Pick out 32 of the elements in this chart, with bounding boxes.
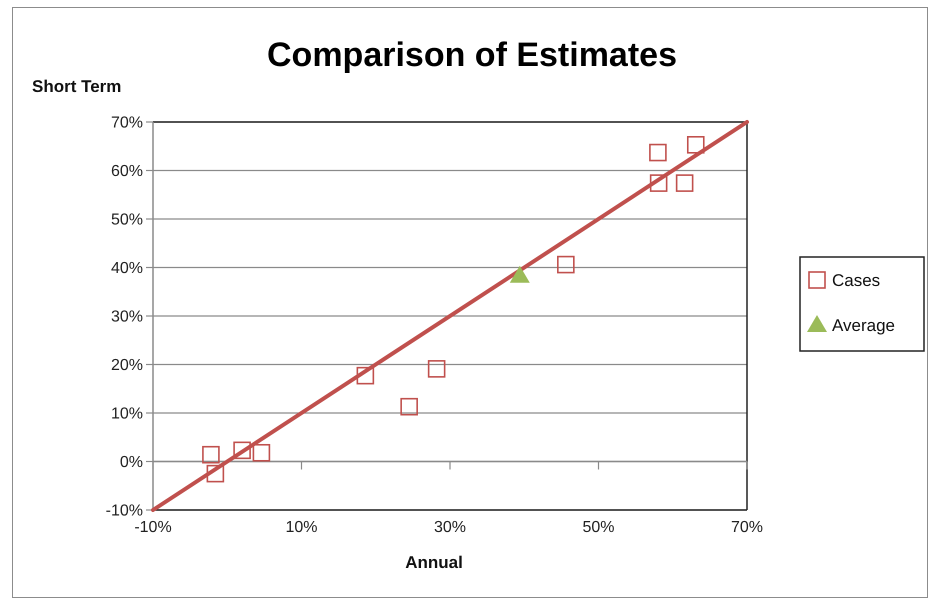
point (650, 174, 668, 192)
x-tick-label: 70% (730, 519, 764, 536)
point (686, 136, 705, 154)
x-tick-label: 30% (434, 519, 466, 536)
y-tick-label: 30% (110, 308, 143, 326)
y-tick-label: 20% (110, 357, 143, 374)
legend-label: Cases (832, 270, 880, 290)
x-axis-title: Annual (405, 553, 463, 572)
point (510, 266, 530, 283)
y-tick-label: 50% (110, 212, 143, 229)
y-tick-label: 40% (110, 260, 143, 278)
y-axis-title: Short Term (32, 77, 122, 96)
y-tick-label: 10% (110, 406, 143, 423)
legend-label: Average (832, 316, 896, 335)
chart-title: Comparison of Estimates (267, 36, 677, 74)
point (428, 360, 446, 378)
point (233, 442, 251, 460)
y-tick-label: 0% (120, 454, 143, 472)
point (356, 366, 374, 384)
x-tick-label: 50% (582, 519, 615, 536)
point (252, 444, 270, 462)
y-tick-label: -10% (106, 502, 143, 520)
y-tick-label: 60% (110, 163, 143, 180)
point (202, 446, 220, 464)
point (676, 174, 694, 192)
y-tick-label: 70% (110, 114, 143, 132)
point (557, 256, 575, 274)
x-tick-label: 10% (285, 519, 318, 536)
point (649, 144, 667, 162)
point (206, 464, 224, 482)
x-tick-label: -10% (134, 519, 172, 536)
point (400, 398, 418, 416)
